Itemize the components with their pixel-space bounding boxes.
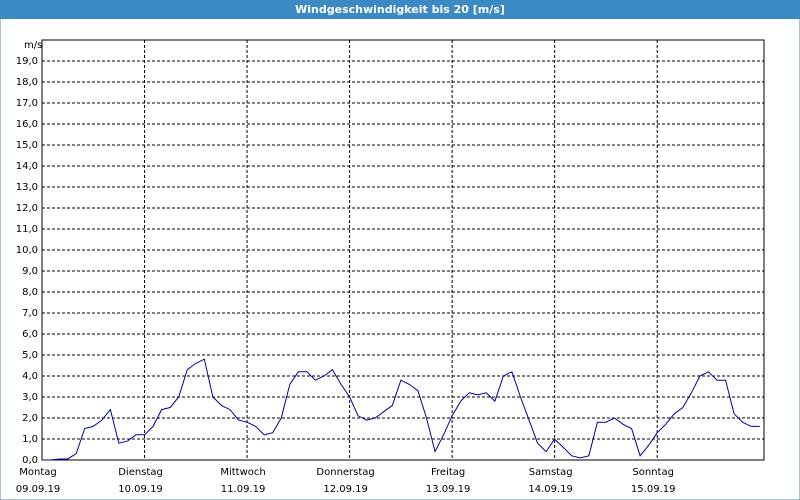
y-tick-label: 2,0 bbox=[22, 413, 38, 424]
y-tick-label: 3,0 bbox=[22, 392, 38, 403]
y-tick-label: 12,0 bbox=[16, 203, 38, 214]
x-tick-date: 09.09.19 bbox=[16, 484, 61, 495]
y-tick-label: 13,0 bbox=[16, 182, 38, 193]
x-tick-label: Dienstag bbox=[118, 467, 163, 478]
x-tick-date: 10.09.19 bbox=[118, 484, 163, 495]
y-tick-label: 15,0 bbox=[16, 140, 38, 151]
chart-title: Windgeschwindigkeit bis 20 [m/s] bbox=[295, 3, 505, 16]
wind-line bbox=[42, 358, 760, 461]
y-tick-label: 1,0 bbox=[22, 434, 38, 445]
y-tick-label: 5,0 bbox=[22, 350, 38, 361]
x-tick-label: Sonntag bbox=[632, 467, 674, 478]
y-tick-label: 8,0 bbox=[22, 287, 38, 298]
x-tick-date: 13.09.19 bbox=[426, 484, 471, 495]
y-tick-label: 17,0 bbox=[16, 98, 38, 109]
x-tick-label: Samstag bbox=[529, 467, 573, 478]
x-tick-date: 15.09.19 bbox=[631, 484, 676, 495]
y-tick-label: 6,0 bbox=[22, 329, 38, 340]
y-tick-label: 9,0 bbox=[22, 266, 38, 277]
y-tick-label: 18,0 bbox=[16, 77, 38, 88]
title-bar bbox=[0, 0, 800, 19]
x-tick-date: 14.09.19 bbox=[528, 484, 573, 495]
y-tick-label: 7,0 bbox=[22, 308, 38, 319]
y-tick-label: 19,0 bbox=[16, 56, 38, 67]
y-tick-label: 0,0 bbox=[22, 455, 38, 466]
y-tick-label: 14,0 bbox=[16, 161, 38, 172]
x-tick-date: 12.09.19 bbox=[323, 484, 368, 495]
x-tick-date: 11.09.19 bbox=[221, 484, 266, 495]
x-tick-label: Freitag bbox=[431, 467, 465, 478]
x-tick-label: Donnerstag bbox=[316, 467, 374, 478]
x-tick-label: Montag bbox=[19, 467, 56, 478]
y-tick-label: 16,0 bbox=[16, 119, 38, 130]
y-unit: m/s bbox=[24, 40, 42, 51]
y-tick-label: 4,0 bbox=[22, 371, 38, 382]
x-tick-label: Mittwoch bbox=[220, 467, 265, 478]
y-tick-label: 10,0 bbox=[16, 245, 38, 256]
y-tick-label: 11,0 bbox=[16, 224, 38, 235]
